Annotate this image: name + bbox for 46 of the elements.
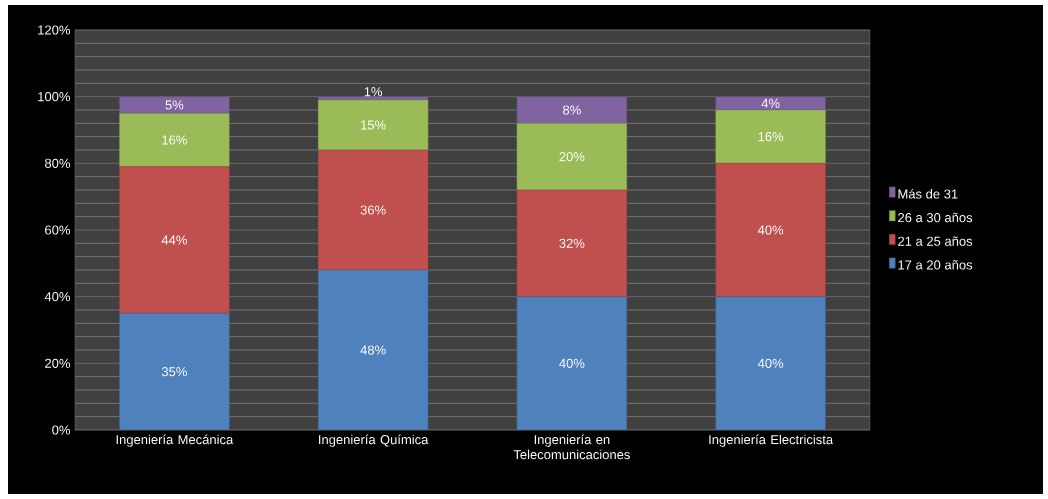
data-label: 48% [360,345,386,355]
x-tick-label: Ingeniería Electricista [709,434,834,447]
legend-label: 26 a 30 años [898,212,973,223]
y-tick-label: 120% [38,25,70,35]
data-label: 8% [563,105,581,115]
bar [119,166,230,314]
bar [317,99,429,151]
y-tick-label: 40% [44,292,70,302]
bar [119,313,230,430]
data-label: 16% [162,135,187,145]
data-label: 5% [165,100,184,110]
legend-label: 17 a 20 años [898,260,973,270]
bar [317,269,429,430]
data-label: 36% [360,205,386,215]
bar [715,96,826,111]
data-label: 35% [161,367,187,377]
data-label: 20% [559,152,585,162]
legend-label: 21 a 25 años [898,236,973,246]
data-label: 40% [757,225,784,235]
bar [119,96,230,114]
data-label: 32% [559,238,585,248]
bar [715,296,826,430]
y-tick-label: 0% [52,425,70,435]
bar [516,123,628,191]
data-label: 40% [559,358,585,368]
x-tick-label: Ingeniería Mecánica [116,434,234,447]
bar [715,163,826,297]
y-tick-label: 60% [45,225,70,235]
data-label: 4% [761,98,780,108]
bar [516,96,628,124]
bar [516,189,628,297]
y-tick-label: 100% [38,92,70,102]
data-label: 40% [757,358,784,368]
data-label: 1% [364,87,383,97]
y-tick-label: 20% [45,358,70,368]
data-label: 44% [161,235,187,245]
x-tick-label: Ingeniería en Telecomunicaciones [513,434,630,460]
bar [119,113,230,167]
x-tick-label: Ingeniería Química [319,434,429,447]
data-label: 16% [758,132,784,142]
bar [317,149,429,271]
bar [715,109,826,164]
bar [516,296,628,430]
y-tick-label: 80% [45,158,70,168]
legend-label: Más de 31 [898,188,958,199]
data-label: 15% [361,120,386,130]
